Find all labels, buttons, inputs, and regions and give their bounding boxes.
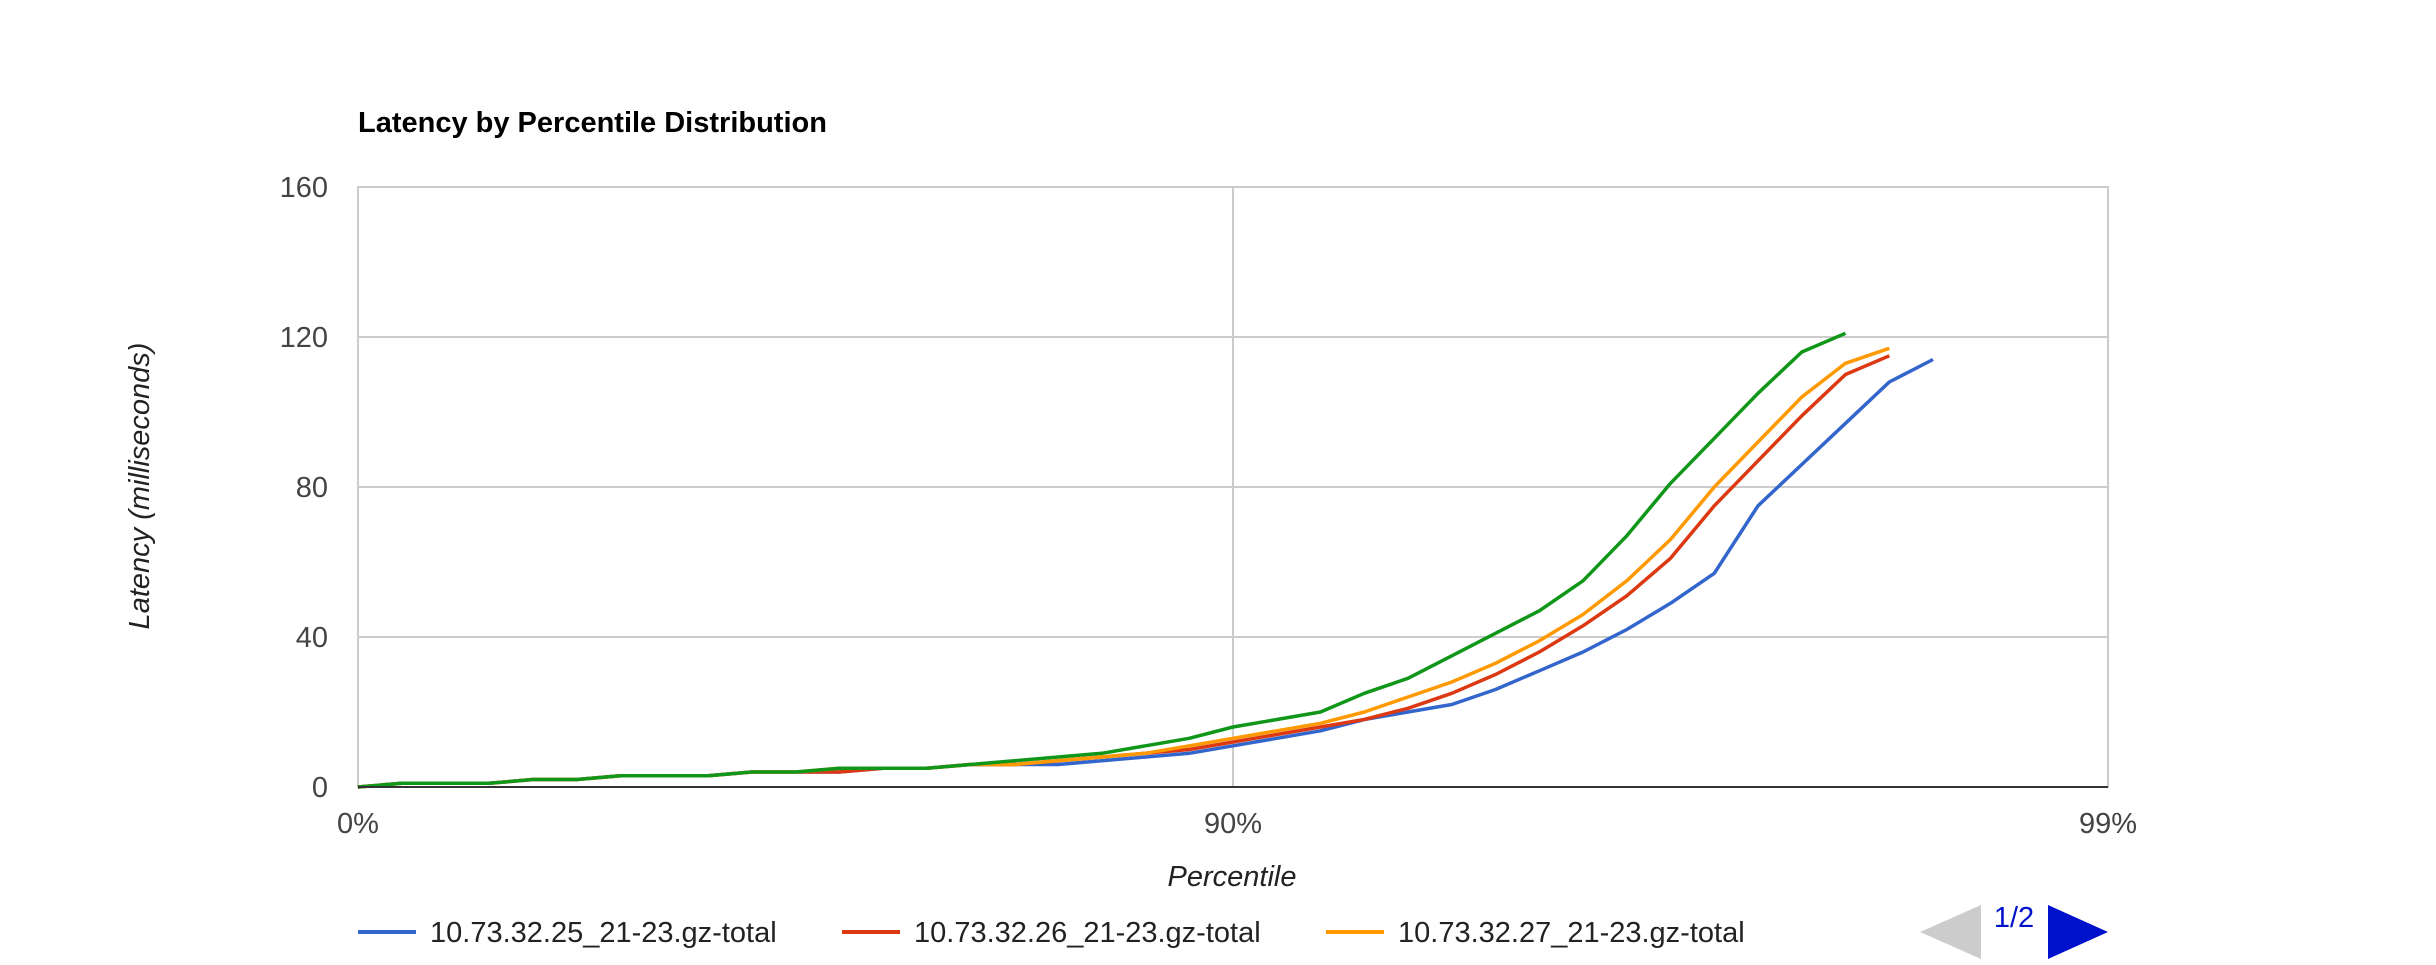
legend: 10.73.32.25_21-23.gz-total 10.73.32.26_21… [358,917,1745,949]
y-tick-label: 160 [280,172,328,204]
page-indicator: 1/2 [1994,902,2034,934]
legend-label-2: 10.73.32.26_21-23.gz-total [914,917,1261,949]
legend-label-3: 10.73.32.27_21-23.gz-total [1398,917,1745,949]
chart-title: Latency by Percentile Distribution [358,107,827,139]
x-tick-label: 99% [2079,808,2137,840]
x-tick-label: 90% [1204,808,1262,840]
axis-layer: 0 40 80 120 160 0% 90% 99% [280,172,2137,840]
y-tick-label: 40 [296,622,328,654]
legend-label-1: 10.73.32.25_21-23.gz-total [430,917,777,949]
grid-layer [357,186,2109,788]
series-line-4 [357,331,1847,789]
next-page-icon[interactable] [2048,905,2108,959]
series-line-1 [357,357,1934,789]
y-axis-label: Latency (milliseconds) [124,343,156,630]
x-axis-label: Percentile [1168,861,1297,893]
x-tick-label: 0% [337,808,379,840]
y-tick-label: 80 [296,472,328,504]
previous-page-icon[interactable] [1920,905,1981,959]
series-line-2 [357,354,1890,789]
series-layer [357,331,1934,789]
y-tick-label: 120 [280,322,328,354]
legend-pager: 1/2 [1920,902,2108,959]
y-tick-label: 0 [312,772,328,804]
